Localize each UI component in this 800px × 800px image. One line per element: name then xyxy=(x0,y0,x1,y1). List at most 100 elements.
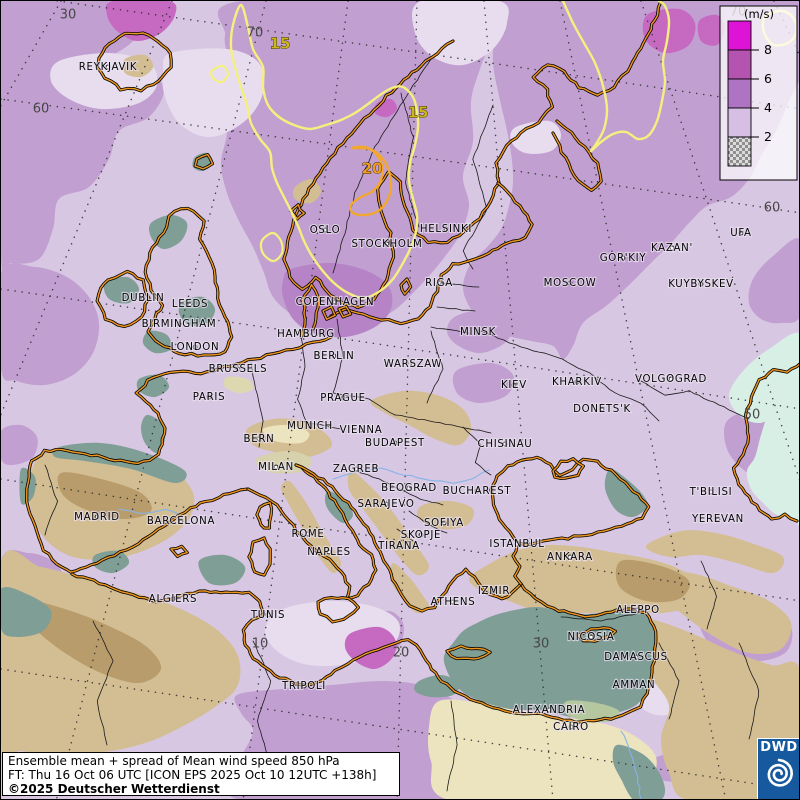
city-label: HAMBURG xyxy=(277,329,335,340)
city-marker xyxy=(305,531,311,537)
city-label: GOR'KIY xyxy=(600,253,647,264)
city-label: NICOSIA xyxy=(567,632,614,643)
city-label: MINSK xyxy=(460,327,496,338)
legend-band xyxy=(727,20,752,51)
city-label: TUNIS xyxy=(250,610,285,621)
city-marker xyxy=(620,255,626,261)
city-marker xyxy=(599,406,605,412)
city-marker xyxy=(322,227,328,233)
city-marker xyxy=(265,612,271,618)
city-marker xyxy=(140,295,146,301)
city-marker xyxy=(392,440,398,446)
city-marker xyxy=(383,501,389,507)
city-marker xyxy=(502,441,508,447)
city-label: ROME xyxy=(291,529,324,540)
city-marker xyxy=(206,394,212,400)
city-label: YEREVAN xyxy=(691,514,744,525)
city-marker xyxy=(353,466,359,472)
city-label: DAMASCUS xyxy=(604,652,668,663)
city-marker xyxy=(715,516,721,522)
legend-tick-label: 6 xyxy=(764,71,772,86)
city-label: ALEPPO xyxy=(616,605,660,616)
city-marker xyxy=(192,344,198,350)
dwd-spiral-icon xyxy=(767,758,794,787)
city-label: CAIRO xyxy=(553,722,589,733)
city-marker xyxy=(738,230,744,236)
caption-box: Ensemble mean + spread of Mean wind spee… xyxy=(2,752,400,796)
city-label: STOCKHOLM xyxy=(352,239,423,250)
city-marker xyxy=(235,366,241,372)
city-marker xyxy=(669,245,675,251)
dwd-logo: DWD xyxy=(757,738,799,799)
city-label: TIRANA xyxy=(377,541,420,552)
city-label: AMMAN xyxy=(613,680,656,691)
city-marker xyxy=(635,607,641,613)
city-label: KIEV xyxy=(501,380,527,391)
city-marker xyxy=(358,427,364,433)
city-marker xyxy=(332,299,338,305)
dwd-logo-text: DWD xyxy=(760,740,798,755)
city-label: SARAJEVO xyxy=(357,499,414,510)
city-marker xyxy=(418,532,424,538)
city-label: ALGIERS xyxy=(149,594,197,605)
legend-tick-label: 8 xyxy=(764,42,772,57)
legend-band xyxy=(727,78,752,109)
city-label: ANKARA xyxy=(547,552,593,563)
city-marker xyxy=(631,682,637,688)
city-marker xyxy=(668,376,674,382)
city-marker xyxy=(256,436,262,442)
city-marker xyxy=(384,241,390,247)
caption-forecast-time: FT: Thu 16 Oct 06 UTC [ICON EPS 2025 Oct… xyxy=(8,768,377,783)
city-label: CHISINAU xyxy=(478,439,533,450)
city-marker xyxy=(94,514,100,520)
legend-band xyxy=(727,107,752,138)
city-marker xyxy=(708,489,714,495)
city-marker xyxy=(633,654,639,660)
city-label: BERLIN xyxy=(313,351,354,362)
city-label: OSLO xyxy=(310,225,341,236)
contour-label-15: 15 xyxy=(408,104,429,122)
graticule-label: 60 xyxy=(764,201,781,216)
city-label: VIENNA xyxy=(340,425,383,436)
city-label: BEOGRAD xyxy=(381,483,437,494)
legend-band xyxy=(727,49,752,80)
city-marker xyxy=(567,554,573,560)
city-marker xyxy=(698,281,704,287)
city-marker xyxy=(546,707,552,713)
graticule-label: 70 xyxy=(247,26,264,41)
city-label: COPENHAGEN xyxy=(296,297,375,308)
city-label: BARCELONA xyxy=(147,516,215,527)
city-label: HELSINKI xyxy=(420,224,472,235)
city-marker xyxy=(475,329,481,335)
city-label: T'BILISI xyxy=(689,487,733,498)
legend-band xyxy=(727,136,752,167)
city-label: NAPLES xyxy=(307,547,351,558)
city-label: SKOPJE xyxy=(401,530,441,541)
city-marker xyxy=(491,588,497,594)
city-label: MADRID xyxy=(74,512,120,523)
graticule-label: 50 xyxy=(744,408,761,423)
city-label: BERN xyxy=(244,434,275,445)
city-marker xyxy=(340,395,346,401)
city-marker xyxy=(443,226,449,232)
city-label: UFA xyxy=(730,228,751,239)
contour-label-15: 15 xyxy=(270,35,291,53)
city-marker xyxy=(396,543,402,549)
city-marker xyxy=(176,321,182,327)
city-marker xyxy=(105,64,111,70)
city-label: BIRMINGHAM xyxy=(142,319,217,330)
city-label: WARSZAW xyxy=(384,359,442,370)
city-label: DUBLIN xyxy=(122,293,165,304)
city-marker xyxy=(326,549,332,555)
city-label: LEEDS xyxy=(172,299,208,310)
graticule-label: 30 xyxy=(60,8,77,23)
city-label: LONDON xyxy=(171,342,220,353)
city-marker xyxy=(406,485,412,491)
city-marker xyxy=(567,280,573,286)
city-label: MOSCOW xyxy=(544,278,597,289)
city-marker xyxy=(301,683,307,689)
legend-tick-label: 2 xyxy=(764,129,772,144)
city-marker xyxy=(441,520,447,526)
